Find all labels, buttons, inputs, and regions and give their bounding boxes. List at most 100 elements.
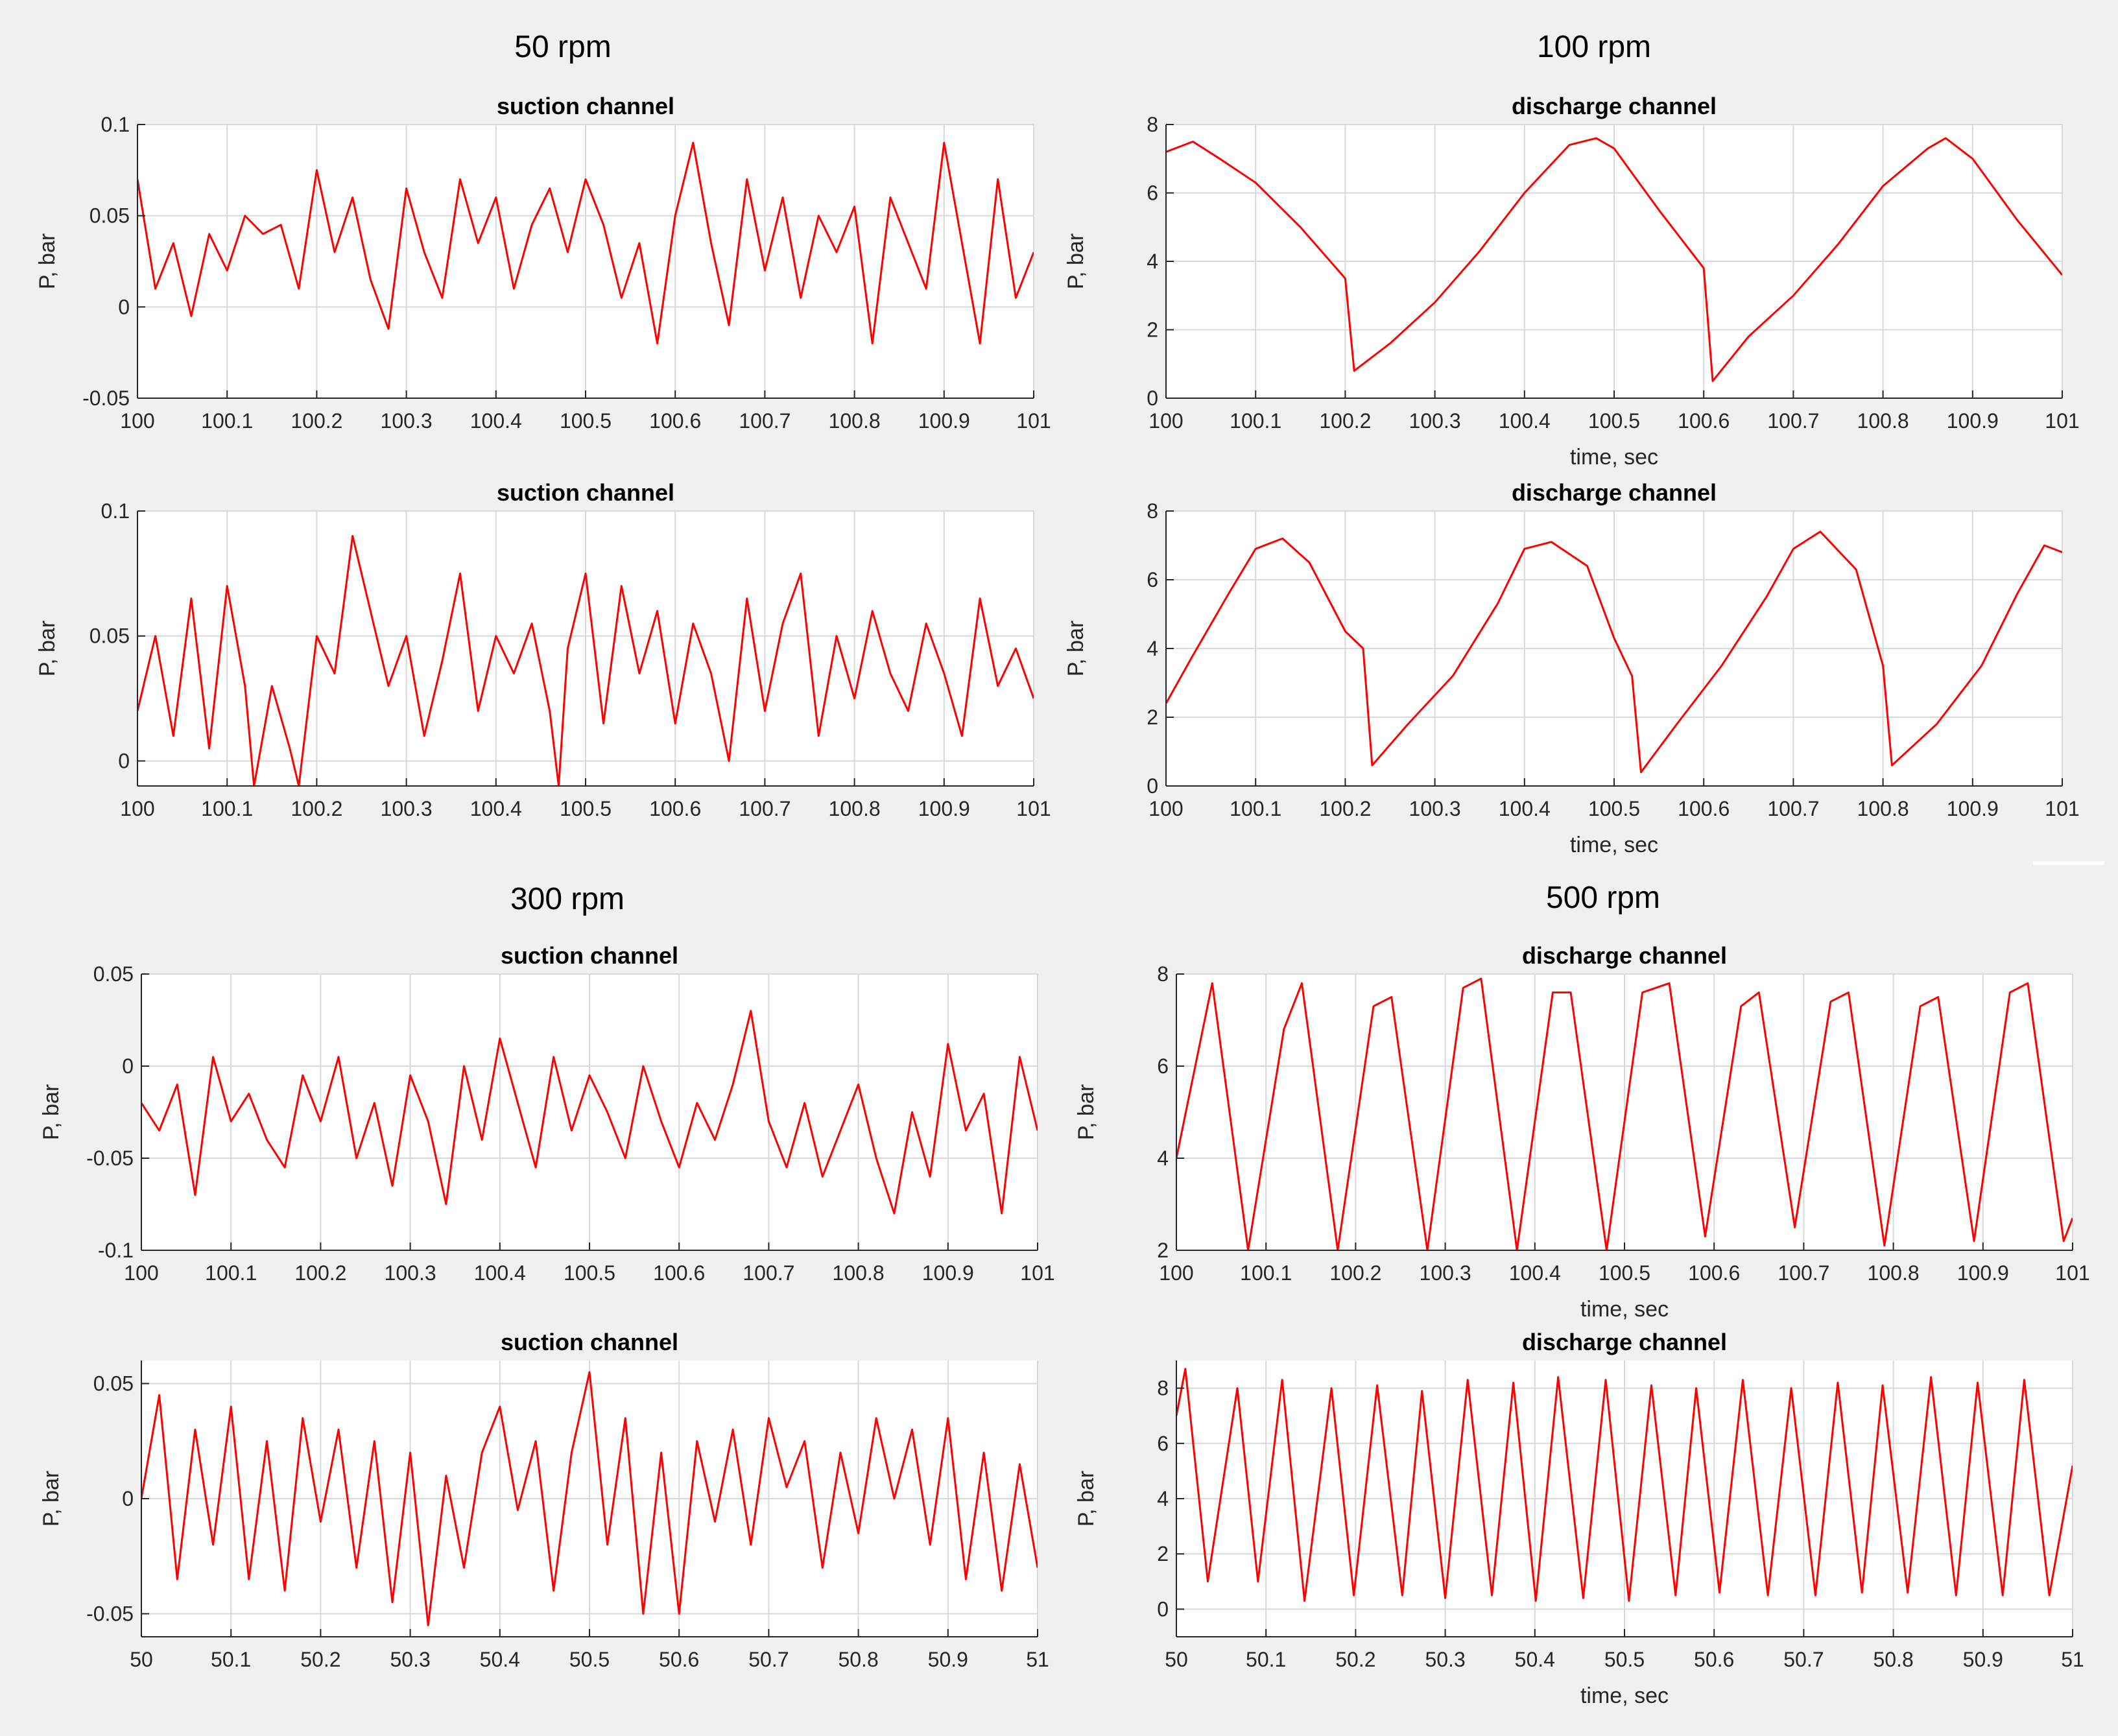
x-tick-label: 100.1: [201, 409, 253, 433]
x-tick-label: 51: [2061, 1648, 2084, 1671]
x-axis-label: time, sec: [1580, 1683, 1669, 1708]
x-tick-label: 100.6: [1678, 409, 1730, 433]
axes-title: suction channel: [497, 479, 674, 506]
y-tick-label: -0.05: [86, 1602, 134, 1626]
x-tick-label: 100.7: [1767, 797, 1819, 820]
x-tick-label: 100.5: [560, 797, 612, 820]
x-tick-label: 100.8: [829, 409, 881, 433]
y-tick-label: 0: [118, 749, 130, 772]
group-title-50-rpm: 50 rpm: [514, 30, 611, 64]
x-tick-label: 50.4: [480, 1648, 520, 1671]
x-tick-label: 100.8: [1857, 409, 1909, 433]
x-tick-label: 50.7: [1783, 1648, 1824, 1671]
x-tick-label: 100.7: [1767, 409, 1819, 433]
x-tick-label: 101: [1020, 1261, 1054, 1285]
y-tick-label: 4: [1147, 637, 1158, 660]
x-tick-label: 100.9: [918, 797, 970, 820]
x-tick-label: 100.2: [291, 409, 342, 433]
series-line-P: [137, 141, 1034, 345]
y-axis-label: P, bar: [35, 233, 60, 289]
series-line-P: [1166, 530, 2062, 774]
x-tick-label: 101: [2045, 409, 2079, 433]
x-tick-label: 50.2: [1335, 1648, 1375, 1671]
series-line-P: [141, 1371, 1038, 1626]
x-tick-label: 50.4: [1515, 1648, 1555, 1671]
x-tick-label: 100.1: [1230, 409, 1281, 433]
x-tick-label: 100: [120, 409, 154, 433]
y-axis-label: P, bar: [35, 621, 60, 676]
y-axis-label: P, bar: [1074, 1084, 1099, 1140]
x-tick-label: 100: [1159, 1261, 1193, 1285]
x-tick-label: 101: [1016, 409, 1051, 433]
y-axis-label: P, bar: [1064, 233, 1088, 289]
x-tick-label: 100.7: [739, 409, 791, 433]
x-tick-label: 100.1: [1230, 797, 1281, 820]
y-tick-label: 0: [1147, 774, 1158, 798]
x-tick-label: 50.8: [838, 1648, 878, 1671]
x-tick-label: 100.5: [564, 1261, 615, 1285]
chart-1: 100 100.1 100.2 100.3 100.4 100.5 100.6 100.7 10…: [1064, 93, 2080, 470]
x-tick-label: 50.3: [390, 1648, 430, 1671]
axes-title: suction channel: [501, 1329, 678, 1355]
y-tick-label: -0.05: [86, 1147, 134, 1170]
y-tick-label: -0.1: [98, 1239, 134, 1262]
x-tick-label: 50.5: [1604, 1648, 1645, 1671]
x-tick-label: 100: [124, 1261, 158, 1285]
chart-3: 100 100.1 100.2 100.3 100.4 100.5 100.6 100.7 10…: [1064, 479, 2080, 857]
y-tick-label: 0.05: [89, 204, 130, 228]
x-tick-label: 100: [1148, 409, 1183, 433]
y-tick-label: 8: [1147, 113, 1158, 136]
axes-title: suction channel: [501, 942, 678, 969]
y-tick-label: 0.05: [93, 962, 134, 986]
x-tick-label: 100: [1148, 797, 1183, 820]
x-tick-label: 100.2: [294, 1261, 346, 1285]
group-title-300-rpm: 300 rpm: [510, 882, 625, 916]
y-tick-label: -0.05: [82, 386, 130, 410]
chart-6: 50 50.1 50.2 50.3 50.4 50.5 50.6 50.7 50.8 50.9 51…: [39, 1329, 1049, 1671]
x-tick-label: 100.3: [381, 409, 433, 433]
x-tick-label: 100.2: [291, 797, 342, 820]
y-axis-label: P, bar: [1064, 621, 1088, 676]
y-tick-label: 2: [1157, 1239, 1169, 1262]
chart-7: 50 50.1 50.2 50.3 50.4 50.5 50.6 50.7 50.8 50.9 51…: [1074, 1329, 2084, 1708]
series-line-P: [1176, 977, 2073, 1250]
x-tick-label: 100.5: [1599, 1261, 1650, 1285]
x-tick-label: 50.9: [928, 1648, 968, 1671]
chart-0: 100 100.1 100.2 100.3 100.4 100.5 100.6 100.7 10…: [35, 93, 1051, 433]
axes-title: discharge channel: [1522, 942, 1727, 969]
x-tick-label: 100.6: [649, 409, 701, 433]
x-tick-label: 100.3: [381, 797, 433, 820]
x-tick-label: 100: [120, 797, 154, 820]
x-tick-label: 100.4: [1499, 409, 1551, 433]
group-title-100-rpm: 100 rpm: [1537, 30, 1651, 64]
y-tick-label: 0: [1157, 1597, 1169, 1621]
x-tick-label: 50.7: [748, 1648, 789, 1671]
x-tick-label: 100.3: [385, 1261, 436, 1285]
y-tick-label: 0: [122, 1054, 134, 1078]
x-tick-label: 50: [130, 1648, 153, 1671]
x-tick-label: 100.8: [833, 1261, 885, 1285]
x-tick-label: 100.1: [205, 1261, 257, 1285]
x-tick-label: 100.5: [560, 409, 612, 433]
x-tick-label: 100.8: [1857, 797, 1909, 820]
y-tick-label: 0: [118, 295, 130, 318]
x-tick-label: 100.8: [1868, 1261, 1920, 1285]
y-tick-label: 0.1: [101, 113, 130, 136]
axes-title: discharge channel: [1522, 1329, 1727, 1355]
x-tick-label: 100.4: [1509, 1261, 1561, 1285]
x-tick-label: 101: [1016, 797, 1051, 820]
chart-2: 100 100.1 100.2 100.3 100.4 100.5 100.6 100.7 10…: [35, 479, 1051, 820]
y-tick-label: 0.05: [93, 1372, 134, 1396]
x-tick-label: 100.4: [470, 797, 522, 820]
series-line-P: [137, 535, 1034, 786]
x-tick-label: 100.5: [1588, 409, 1640, 433]
x-tick-label: 100.1: [1240, 1261, 1292, 1285]
x-tick-label: 100.9: [1957, 1261, 2009, 1285]
y-tick-label: 6: [1147, 568, 1158, 591]
x-tick-label: 50.2: [300, 1648, 340, 1671]
x-axis-label: time, sec: [1570, 833, 1658, 857]
y-tick-label: 2: [1147, 318, 1158, 342]
y-tick-label: 8: [1157, 1377, 1169, 1400]
y-tick-label: 0: [1147, 386, 1158, 410]
x-tick-label: 100.7: [743, 1261, 794, 1285]
